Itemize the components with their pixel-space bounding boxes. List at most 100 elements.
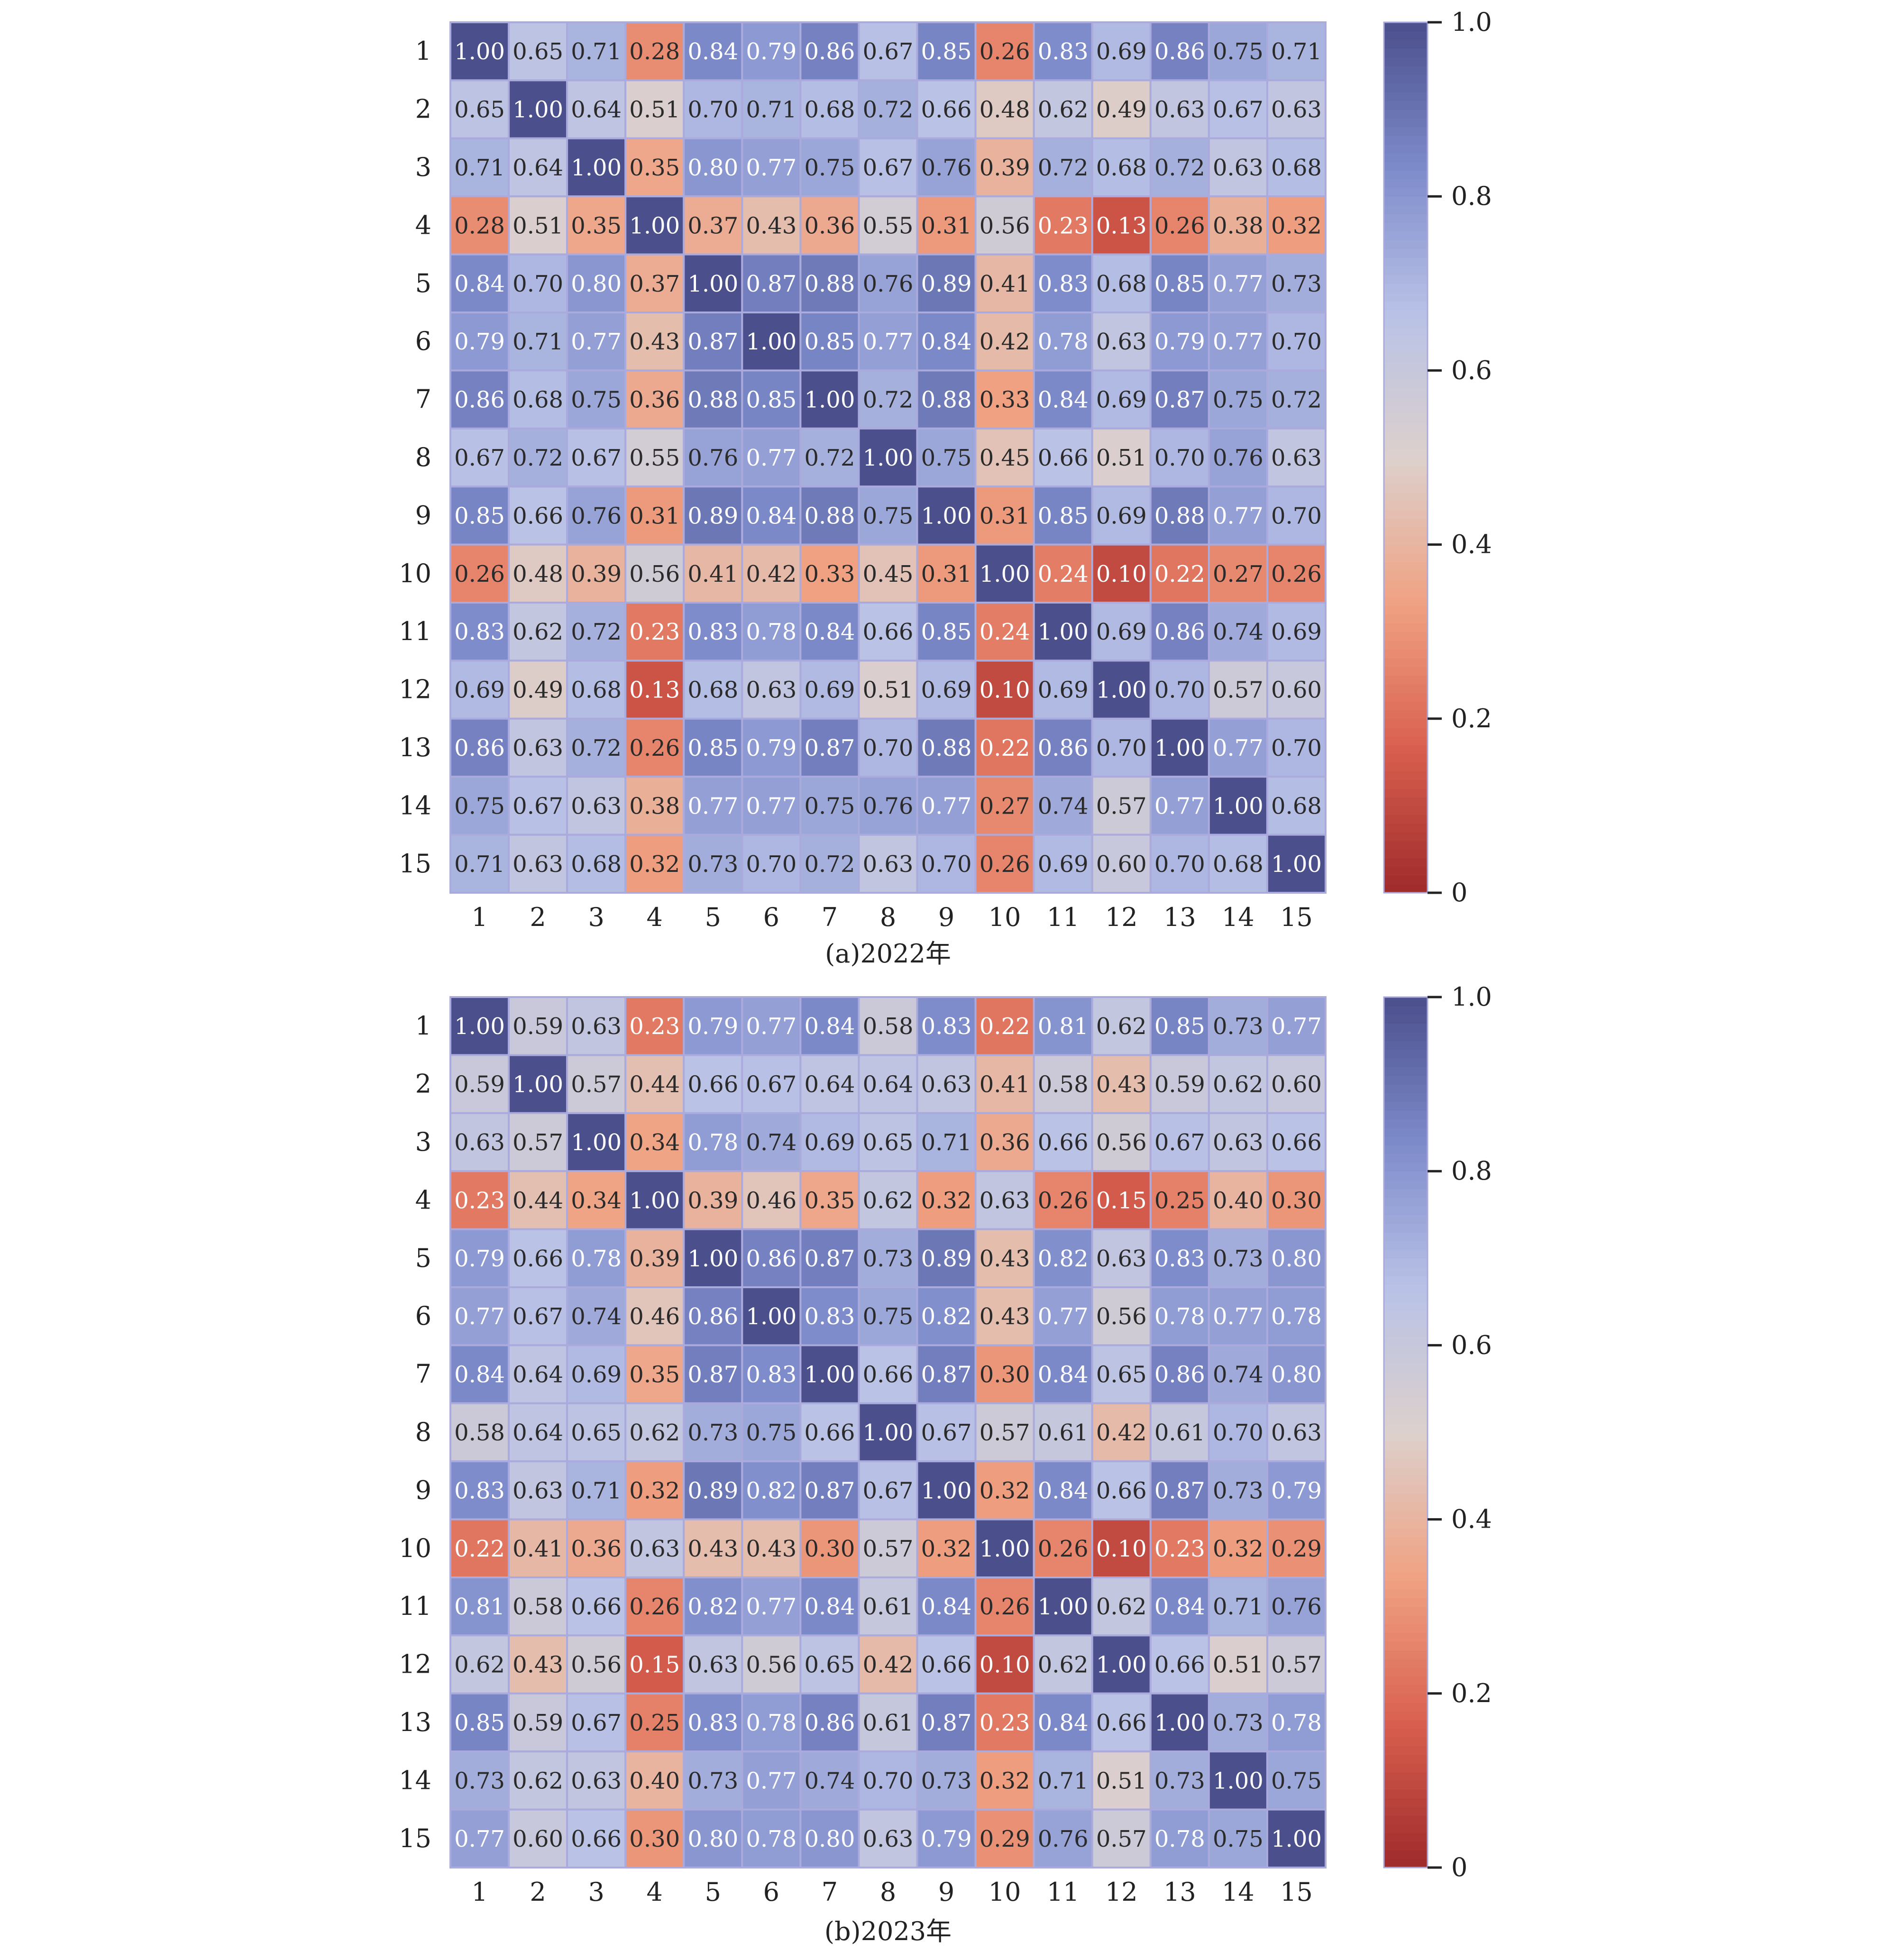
cell-label: 0.60 <box>513 1826 563 1852</box>
cell-label: 0.64 <box>804 1072 855 1098</box>
colorbar-segment <box>1384 1597 1428 1607</box>
cell-label: 0.32 <box>979 1477 1030 1504</box>
colorbar-segment <box>1384 187 1428 197</box>
heatmap-cell <box>1033 1228 1093 1289</box>
colorbar-segment <box>1384 458 1428 467</box>
heatmap-cell <box>1033 833 1093 894</box>
heatmap-cell <box>916 996 977 1056</box>
col-tick-label: 5 <box>705 1877 721 1907</box>
cell-label: 0.72 <box>513 445 563 471</box>
cell-label: 0.42 <box>1096 1420 1147 1446</box>
cell-label: 0.58 <box>513 1594 563 1620</box>
cell-label: 0.65 <box>1096 1362 1147 1388</box>
row-tick-label: 14 <box>399 790 431 820</box>
colorbar-segment <box>1384 1101 1428 1111</box>
cell-label: 0.85 <box>454 503 505 529</box>
cell-label: 0.71 <box>1038 1768 1089 1794</box>
cell-label: 0.86 <box>454 735 505 761</box>
col-tick-label: 13 <box>1163 902 1196 932</box>
cell-label: 0.68 <box>687 677 738 704</box>
row-tick-label: 13 <box>399 733 431 762</box>
cell-label: 0.63 <box>746 677 796 704</box>
colorbar-segment <box>1384 1449 1428 1459</box>
heatmap-cell <box>858 1112 918 1172</box>
col-tick-label: 3 <box>588 1877 604 1907</box>
heatmap-cell <box>741 1112 802 1172</box>
colorbar-segment <box>1384 1032 1428 1041</box>
heatmap-cell <box>799 311 860 372</box>
cell-label: 1.00 <box>1213 793 1263 819</box>
cell-label: 0.86 <box>454 387 505 413</box>
heatmap-cell <box>974 1170 1035 1230</box>
colorbar-segment <box>1384 1066 1428 1076</box>
heatmap-cell <box>858 1634 918 1694</box>
colorbar-segment <box>1384 527 1428 537</box>
heatmap-cell <box>508 21 568 82</box>
row-tick-label: 7 <box>415 1359 431 1389</box>
heatmap-cell <box>916 253 977 313</box>
heatmap-cell <box>1208 717 1268 778</box>
cell-label: 0.62 <box>1096 1013 1147 1040</box>
colorbar-segment <box>1384 48 1428 58</box>
cell-label: 0.41 <box>513 1536 563 1562</box>
heatmap-cell <box>741 311 802 372</box>
cell-label: 0.69 <box>1096 38 1147 65</box>
cell-label: 0.76 <box>1213 445 1263 471</box>
cell-label: 0.34 <box>629 1129 680 1156</box>
cell-label: 0.84 <box>1038 1362 1089 1388</box>
colorbar-segment <box>1384 1006 1428 1015</box>
cell-label: 1.00 <box>687 271 738 297</box>
colorbar-segment <box>1384 718 1428 728</box>
cell-label: 0.80 <box>687 155 738 181</box>
row-tick-label: 10 <box>399 1533 431 1563</box>
cell-label: 0.75 <box>863 503 914 529</box>
colorbar-tick-label: 0.4 <box>1451 1504 1492 1534</box>
heatmap-cell <box>799 79 860 139</box>
cell-label: 0.87 <box>687 1362 738 1388</box>
colorbar-segment <box>1384 266 1428 275</box>
heatmap-cell <box>741 833 802 894</box>
colorbar-segment <box>1384 275 1428 284</box>
cell-label: 0.68 <box>1096 155 1147 181</box>
cell-label: 0.69 <box>804 677 855 704</box>
colorbar-segment <box>1384 596 1428 606</box>
colorbar-segment <box>1384 1058 1428 1067</box>
panel-caption: (b)2023年 <box>824 1916 952 1946</box>
cell-label: 0.87 <box>804 1246 855 1272</box>
cell-label: 0.79 <box>921 1826 972 1852</box>
cell-label: 0.77 <box>863 329 914 355</box>
cell-label: 0.83 <box>1154 1246 1205 1272</box>
heatmap-cell <box>449 717 510 778</box>
heatmap-cell <box>449 485 510 546</box>
heatmap-cell <box>974 1692 1035 1753</box>
cell-label: 0.56 <box>1096 1303 1147 1330</box>
colorbar-segment <box>1384 1571 1428 1581</box>
heatmap-cell <box>683 427 743 488</box>
cell-label: 0.68 <box>1213 851 1263 878</box>
cell-label: 0.78 <box>746 1710 796 1736</box>
col-tick-label: 6 <box>763 902 779 932</box>
cell-label: 0.69 <box>1271 619 1322 645</box>
cell-label: 0.22 <box>979 735 1030 761</box>
heatmap-cell <box>508 485 568 546</box>
cell-label: 0.73 <box>1213 1013 1263 1040</box>
heatmap-cell <box>508 1460 568 1520</box>
cell-label: 0.57 <box>513 1129 563 1156</box>
cell-label: 0.74 <box>571 1303 622 1330</box>
cell-label: 0.43 <box>746 212 796 239</box>
cell-label: 0.63 <box>921 1072 972 1098</box>
heatmap-cell <box>1149 659 1210 720</box>
colorbar-segment <box>1384 1075 1428 1085</box>
cell-label: 0.63 <box>1271 1420 1322 1446</box>
cell-label: 0.63 <box>863 1826 914 1852</box>
cell-label: 0.77 <box>1213 735 1263 761</box>
cell-label: 0.66 <box>571 1594 622 1620</box>
heatmap-cell <box>1091 79 1152 139</box>
heatmap-cell <box>566 1808 627 1869</box>
cell-label: 0.69 <box>804 1129 855 1156</box>
cell-label: 0.64 <box>513 155 563 181</box>
colorbar-segment <box>1384 101 1428 110</box>
cell-label: 0.61 <box>863 1710 914 1736</box>
colorbar-segment <box>1384 518 1428 528</box>
heatmap-panel-2: 1.00 0.59 0.63 0.23 0.79 0.77 0.84 0.58 0.83 0.22… <box>399 982 1492 1946</box>
